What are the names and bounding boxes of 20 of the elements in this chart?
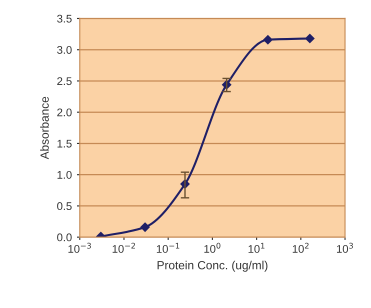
y-tick-label: 2.0 bbox=[57, 108, 72, 116]
x-tick-label: 10$^{−1}$ bbox=[156, 242, 180, 253]
y-tick-label: 1.0 bbox=[58, 170, 72, 179]
y-tick-label: 2.5 bbox=[57, 77, 72, 86]
x-tick-label: 10$^{−2}$ bbox=[112, 242, 135, 253]
x-axis-title: Protein Conc. (ug/ml) bbox=[158, 260, 268, 272]
x-tick-label: 10$^{0}$ bbox=[204, 242, 220, 253]
y-tick-label: 1.5 bbox=[58, 140, 72, 148]
x-tick-label: 10$^{3}$ bbox=[336, 242, 353, 253]
x-tick-label: 10$^{2}$ bbox=[292, 242, 309, 253]
y-axis-title: Absorbance bbox=[40, 96, 49, 160]
point bbox=[305, 34, 314, 44]
y-tick-label: 0.0 bbox=[57, 233, 72, 242]
x-tick-label: 10$^{−3}$ bbox=[68, 242, 91, 253]
point bbox=[263, 35, 273, 44]
y-tick-label: 3.0 bbox=[57, 46, 72, 54]
y-tick-label: 0.5 bbox=[57, 202, 72, 210]
x-tick-label: 10$^{1}$ bbox=[248, 242, 264, 253]
point bbox=[140, 222, 150, 232]
y-tick-label: 3.5 bbox=[57, 14, 72, 23]
